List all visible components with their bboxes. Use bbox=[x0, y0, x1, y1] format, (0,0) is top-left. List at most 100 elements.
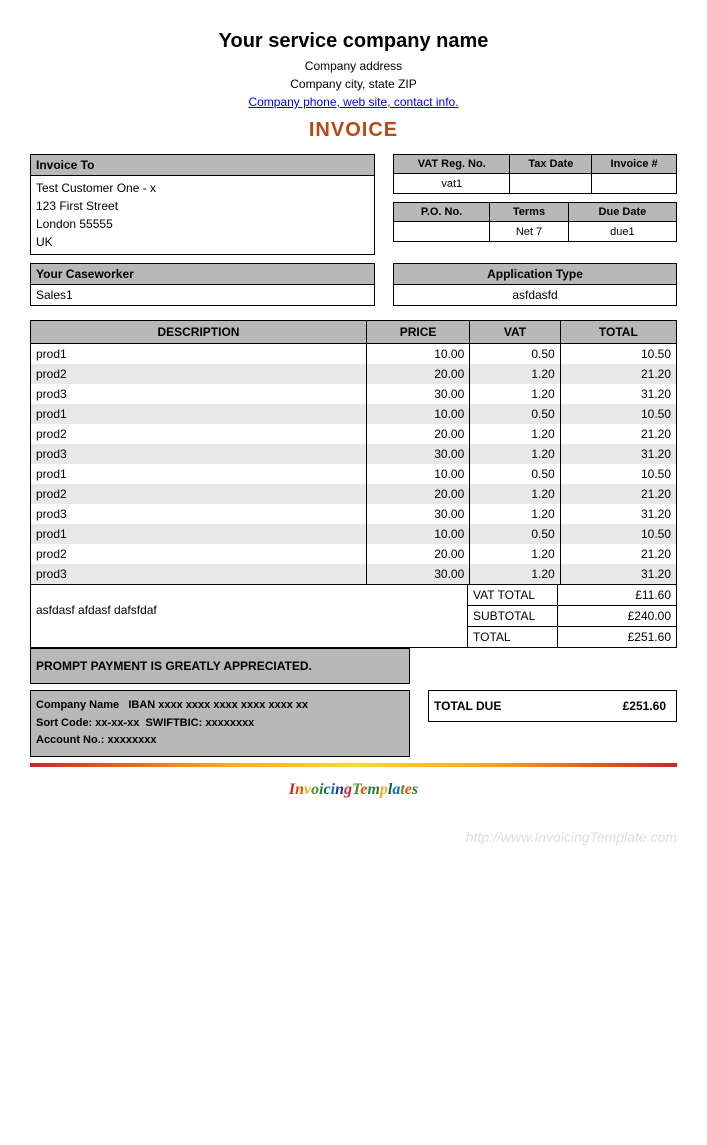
meta1-h1: Tax Date bbox=[510, 155, 592, 174]
meta1-v2 bbox=[592, 174, 677, 194]
item-price: 10.00 bbox=[366, 344, 469, 365]
meta1-h2: Invoice # bbox=[592, 155, 677, 174]
totals-block: VAT TOTAL £11.60 SUBTOTAL £240.00 TOTAL … bbox=[468, 585, 676, 647]
meta2-v2: due1 bbox=[568, 222, 676, 242]
subtotal-value: £240.00 bbox=[558, 606, 676, 626]
table-row: prod110.000.5010.50 bbox=[31, 344, 677, 365]
bank-line1: Company Name IBAN xxxx xxxx xxxx xxxx xx… bbox=[36, 697, 404, 715]
company-city-state-zip: Company city, state ZIP bbox=[30, 77, 677, 91]
item-vat: 0.50 bbox=[470, 344, 560, 365]
invoice-title: INVOICE bbox=[30, 119, 677, 142]
table-row: prod330.001.2031.20 bbox=[31, 504, 677, 524]
item-total: 10.50 bbox=[560, 344, 676, 365]
notes: asfdasf afdasf dafsfdaf bbox=[31, 585, 468, 647]
item-desc: prod1 bbox=[31, 404, 367, 424]
caseworker-header: Your Caseworker bbox=[31, 264, 374, 285]
items-h-desc: DESCRIPTION bbox=[31, 321, 367, 344]
meta2-table: P.O. No. Terms Due Date Net 7 due1 bbox=[393, 202, 677, 242]
table-row: prod110.000.5010.50 bbox=[31, 464, 677, 484]
company-contact-link[interactable]: Company phone, web site, contact info. bbox=[248, 95, 458, 109]
item-desc: prod2 bbox=[31, 364, 367, 384]
item-vat: 0.50 bbox=[470, 404, 560, 424]
item-total: 10.50 bbox=[560, 524, 676, 544]
color-bar bbox=[30, 763, 677, 767]
item-vat: 1.20 bbox=[470, 364, 560, 384]
total-label: TOTAL bbox=[468, 627, 558, 647]
item-price: 10.00 bbox=[366, 404, 469, 424]
item-desc: prod1 bbox=[31, 344, 367, 365]
item-vat: 1.20 bbox=[470, 424, 560, 444]
invoice-to-box: Invoice To Test Customer One - x 123 Fir… bbox=[30, 154, 375, 255]
table-row: prod220.001.2021.20 bbox=[31, 364, 677, 384]
item-total: 10.50 bbox=[560, 404, 676, 424]
item-price: 30.00 bbox=[366, 564, 469, 585]
table-row: prod330.001.2031.20 bbox=[31, 444, 677, 464]
item-price: 30.00 bbox=[366, 384, 469, 404]
item-price: 30.00 bbox=[366, 444, 469, 464]
meta1-v0: vat1 bbox=[394, 174, 510, 194]
meta2-h1: Terms bbox=[490, 203, 569, 222]
item-total: 21.20 bbox=[560, 544, 676, 564]
items-h-total: TOTAL bbox=[560, 321, 676, 344]
subtotal-label: SUBTOTAL bbox=[468, 606, 558, 626]
item-price: 30.00 bbox=[366, 504, 469, 524]
item-price: 20.00 bbox=[366, 544, 469, 564]
customer-street: 123 First Street bbox=[36, 197, 369, 215]
caseworker-value: Sales1 bbox=[31, 285, 374, 305]
vat-total-label: VAT TOTAL bbox=[468, 585, 558, 605]
table-row: prod110.000.5010.50 bbox=[31, 404, 677, 424]
application-type-box: Application Type asfdasfd bbox=[393, 263, 677, 306]
item-desc: prod2 bbox=[31, 484, 367, 504]
item-desc: prod3 bbox=[31, 444, 367, 464]
item-vat: 0.50 bbox=[470, 464, 560, 484]
item-desc: prod3 bbox=[31, 504, 367, 524]
invoice-to-header: Invoice To bbox=[31, 155, 374, 176]
application-type-value: asfdasfd bbox=[394, 285, 676, 305]
item-total: 31.20 bbox=[560, 444, 676, 464]
total-due-label: TOTAL DUE bbox=[429, 691, 613, 721]
vat-total-value: £11.60 bbox=[558, 585, 676, 605]
customer-name: Test Customer One - x bbox=[36, 179, 369, 197]
table-row: prod220.001.2021.20 bbox=[31, 544, 677, 564]
application-type-header: Application Type bbox=[394, 264, 676, 285]
footer-logo: InvoicingTemplates bbox=[30, 781, 677, 799]
table-row: prod110.000.5010.50 bbox=[31, 524, 677, 544]
item-total: 21.20 bbox=[560, 424, 676, 444]
table-row: prod330.001.2031.20 bbox=[31, 384, 677, 404]
item-desc: prod1 bbox=[31, 524, 367, 544]
bank-details-box: Company Name IBAN xxxx xxxx xxxx xxxx xx… bbox=[30, 690, 410, 757]
item-desc: prod3 bbox=[31, 384, 367, 404]
item-price: 10.00 bbox=[366, 464, 469, 484]
customer-country: UK bbox=[36, 233, 369, 251]
item-price: 20.00 bbox=[366, 424, 469, 444]
meta1-h0: VAT Reg. No. bbox=[394, 155, 510, 174]
items-table: DESCRIPTION PRICE VAT TOTAL prod110.000.… bbox=[30, 320, 677, 585]
item-desc: prod3 bbox=[31, 564, 367, 585]
company-name: Your service company name bbox=[30, 30, 677, 53]
items-h-vat: VAT bbox=[470, 321, 560, 344]
meta2-h0: P.O. No. bbox=[394, 203, 490, 222]
meta1-v1 bbox=[510, 174, 592, 194]
item-price: 20.00 bbox=[366, 484, 469, 504]
item-vat: 1.20 bbox=[470, 384, 560, 404]
meta2-v1: Net 7 bbox=[490, 222, 569, 242]
item-total: 10.50 bbox=[560, 464, 676, 484]
item-vat: 1.20 bbox=[470, 484, 560, 504]
caseworker-box: Your Caseworker Sales1 bbox=[30, 263, 375, 306]
table-row: prod220.001.2021.20 bbox=[31, 484, 677, 504]
item-vat: 1.20 bbox=[470, 504, 560, 524]
bank-line2: Sort Code: xx-xx-xx SWIFTBIC: xxxxxxxx bbox=[36, 715, 404, 733]
item-total: 31.20 bbox=[560, 384, 676, 404]
item-price: 10.00 bbox=[366, 524, 469, 544]
items-h-price: PRICE bbox=[366, 321, 469, 344]
item-total: 21.20 bbox=[560, 364, 676, 384]
total-due-box: TOTAL DUE £251.60 bbox=[428, 690, 677, 722]
total-due-value: £251.60 bbox=[613, 691, 676, 721]
item-total: 21.20 bbox=[560, 484, 676, 504]
bank-line3: Account No.: xxxxxxxx bbox=[36, 732, 404, 750]
item-vat: 1.20 bbox=[470, 564, 560, 585]
company-address: Company address bbox=[30, 59, 677, 73]
item-total: 31.20 bbox=[560, 504, 676, 524]
item-price: 20.00 bbox=[366, 364, 469, 384]
meta2-h2: Due Date bbox=[568, 203, 676, 222]
